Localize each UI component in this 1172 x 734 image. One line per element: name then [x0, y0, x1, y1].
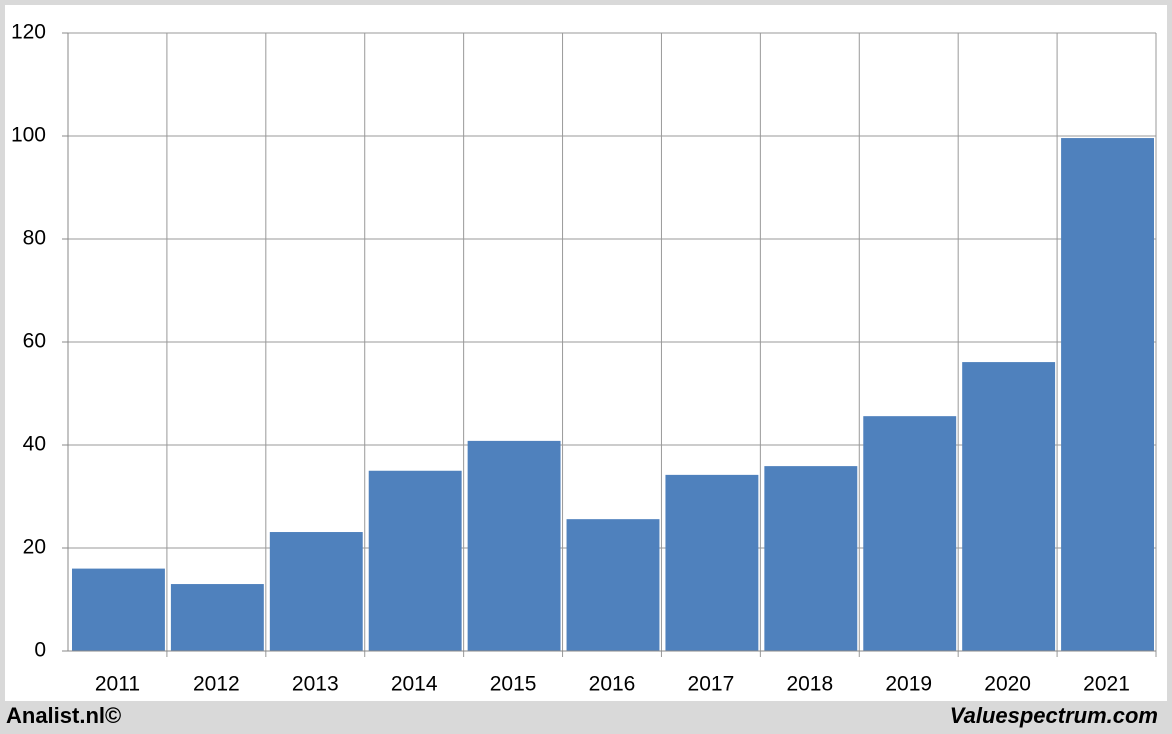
x-tick-label: 2016: [589, 673, 636, 696]
bar: [764, 466, 858, 651]
x-tick-label: 2017: [688, 673, 735, 696]
y-tick-label: 120: [11, 21, 46, 44]
x-tick-label: 2021: [1083, 673, 1130, 696]
bar: [170, 584, 264, 651]
x-tick-label: 2018: [786, 673, 833, 696]
bar: [863, 416, 957, 651]
y-tick-label: 40: [23, 433, 46, 456]
bar: [1061, 138, 1154, 651]
x-tick-label: 2013: [292, 673, 339, 696]
bar: [269, 532, 363, 651]
x-tick-label: 2020: [984, 673, 1031, 696]
bar: [665, 474, 759, 651]
x-tick-label: 2014: [391, 673, 438, 696]
y-tick-label: 60: [23, 330, 46, 353]
bar: [962, 362, 1056, 651]
footer-right: Valuespectrum.com: [950, 703, 1158, 728]
bar: [72, 568, 165, 651]
x-tick-label: 2012: [193, 673, 240, 696]
bar: [566, 519, 660, 651]
x-tick-label: 2015: [490, 673, 537, 696]
bar: [467, 440, 561, 651]
x-tick-label: 2011: [95, 673, 140, 696]
y-tick-label: 20: [23, 536, 46, 559]
footer-left: Analist.nl©: [6, 703, 121, 728]
y-tick-label: 100: [11, 124, 46, 147]
bar: [368, 470, 462, 651]
x-tick-label: 2019: [885, 673, 932, 696]
y-tick-label: 80: [23, 227, 46, 250]
y-tick-label: 0: [34, 639, 46, 662]
